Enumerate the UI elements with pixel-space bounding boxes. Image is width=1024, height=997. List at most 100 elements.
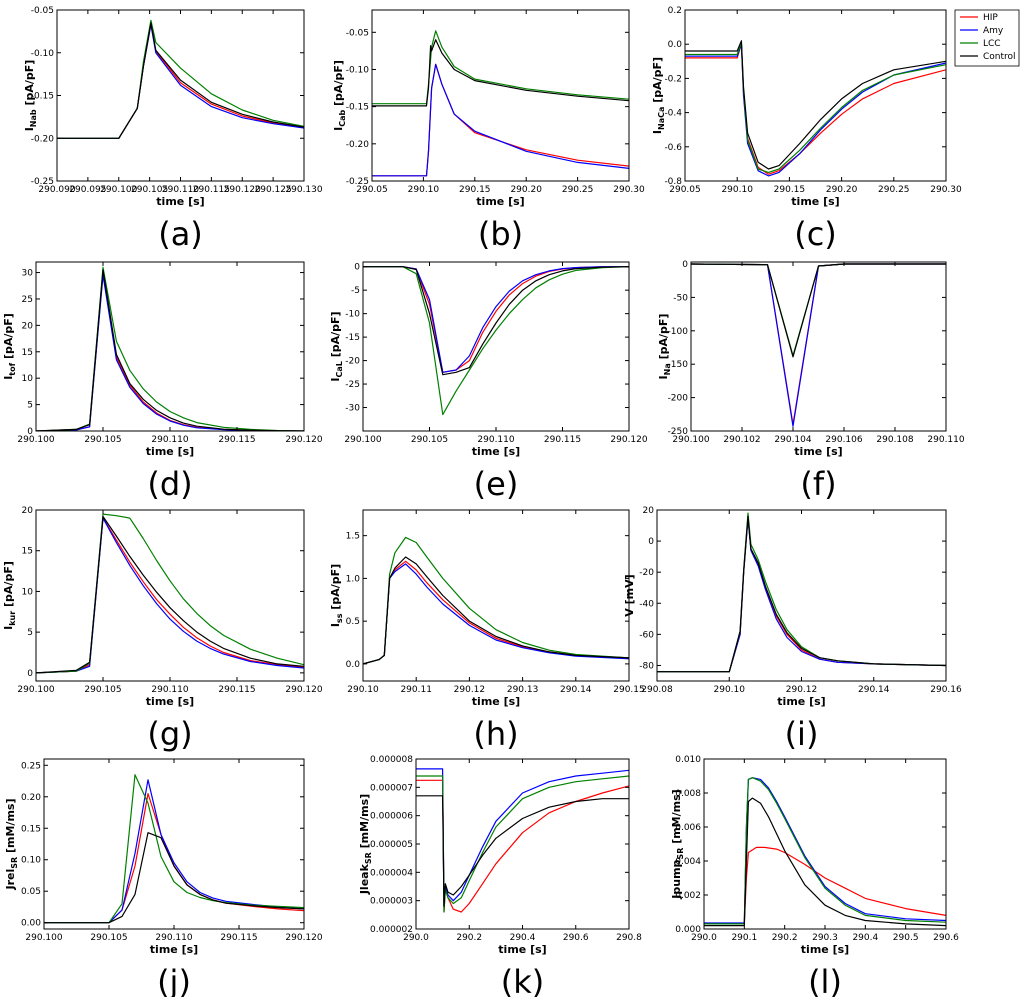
- y-axis-label-main: I: [651, 130, 664, 134]
- y-axis-label-unit: [pA/pF]: [2, 313, 15, 363]
- panel-label: (a): [158, 215, 203, 253]
- legend: HIP Amy LCC Control: [954, 9, 1020, 67]
- chart-panel-b: 290.05 290.10 290.15 290.20 290.25 290.30 -0.2…: [332, 9, 645, 253]
- y-axis-label-unit: [pA/pF]: [651, 57, 664, 107]
- x-tick-label: 290.25: [562, 185, 594, 195]
- y-axis-label-sub: Na: [663, 363, 672, 375]
- y-tick-label: -25: [345, 380, 360, 390]
- x-tick-label: 290.25: [878, 185, 910, 195]
- x-tick-label: 290.125: [255, 185, 292, 195]
- y-tick-label: 25: [22, 295, 33, 305]
- y-tick-label: -100: [668, 327, 689, 337]
- y-axis-label: Ikur [pA/pF]: [2, 561, 17, 630]
- y-tick-label: -250: [668, 427, 689, 437]
- x-axis-label: time [s]: [150, 943, 198, 956]
- y-axis-label-unit: [pA/pF]: [23, 60, 36, 110]
- y-tick-label: 5: [27, 628, 33, 638]
- series-line-hip: [685, 43, 946, 175]
- x-axis-label: time [s]: [476, 195, 524, 208]
- x-tick-label: 290.110: [927, 435, 964, 445]
- y-axis-label: JleakSR [mM/ms]: [358, 794, 373, 895]
- x-axis-label: time [s]: [146, 695, 194, 708]
- y-tick-label: 0.000: [675, 925, 701, 935]
- y-axis-label-unit: [mM/ms]: [4, 799, 17, 857]
- panel-label: (l): [808, 963, 842, 997]
- y-axis-label-main: Jrel: [4, 869, 17, 891]
- x-tick-label: 290.2: [772, 933, 798, 943]
- y-tick-label: -0.4: [664, 109, 682, 119]
- x-tick-label: 290.10: [714, 685, 746, 695]
- x-axis-label: time [s]: [498, 943, 546, 956]
- y-tick-label: 15: [22, 547, 33, 557]
- y-axis-label-sub: Cab: [338, 110, 347, 127]
- y-tick-label: 0.000006: [370, 812, 413, 822]
- x-tick-label: 290.3: [812, 933, 838, 943]
- x-axis-label: time [s]: [794, 445, 842, 458]
- series-line-control: [372, 39, 629, 107]
- y-tick-label: -5: [351, 286, 360, 296]
- legend-label-control: Control: [983, 52, 1016, 62]
- y-axis-label-main: V [mV]: [623, 574, 636, 616]
- y-tick-label: -15: [345, 333, 360, 343]
- y-tick-label: 0: [27, 669, 33, 679]
- y-axis-label-sub: SR: [364, 852, 373, 864]
- chart-panel-a: 290.090290.095290.100290.105290.110290.1…: [23, 6, 323, 253]
- series-line-control: [57, 22, 304, 139]
- x-axis-label: time [s]: [777, 695, 825, 708]
- panel-label: (i): [785, 715, 819, 753]
- x-tick-label: 290.30: [930, 185, 962, 195]
- y-axis-label-main: I: [329, 377, 342, 381]
- y-axis-label: JrelSR [mM/ms]: [4, 799, 19, 891]
- y-tick-label: 1.0: [346, 574, 361, 584]
- x-tick-label: 290.05: [356, 185, 388, 195]
- x-tick-label: 290.5: [893, 933, 919, 943]
- y-tick-label: 0: [648, 537, 654, 547]
- x-tick-label: 290.108: [876, 435, 913, 445]
- y-axis-label-main: I: [2, 626, 15, 630]
- y-tick-label: 20: [643, 506, 655, 516]
- y-tick-label: 0.000004: [370, 868, 413, 878]
- x-tick-label: 290.15: [459, 185, 491, 195]
- plot-frame: [35, 261, 305, 432]
- x-tick-label: 290.0: [691, 933, 717, 943]
- x-tick-label: 290.4: [852, 933, 878, 943]
- y-tick-label: 0.010: [675, 755, 701, 765]
- series-line-lcc: [704, 777, 946, 925]
- series-line-hip: [57, 23, 304, 139]
- y-axis-label: INab [pA/pF]: [23, 60, 38, 132]
- y-tick-label: 5: [27, 401, 33, 411]
- x-tick-label: 290.115: [220, 933, 257, 943]
- y-axis-label-main: Jleak: [358, 863, 371, 895]
- series-group: [363, 266, 629, 416]
- y-tick-label: -0.8: [664, 177, 682, 187]
- x-tick-label: 290.105: [84, 435, 121, 445]
- y-tick-label: 0.008: [675, 789, 701, 799]
- x-tick-label: 290.115: [218, 435, 255, 445]
- x-tick-label: 290.8: [616, 933, 642, 943]
- series-line-control: [691, 263, 946, 358]
- y-tick-label: -200: [668, 394, 689, 404]
- y-tick-label: -0.25: [346, 177, 369, 187]
- x-tick-label: 290.100: [17, 435, 54, 445]
- series-line-hip: [363, 266, 629, 373]
- x-axis-label: time [s]: [801, 943, 849, 956]
- series-line-hip: [36, 517, 304, 674]
- legend-label-lcc: LCC: [983, 39, 1001, 49]
- y-axis-label: JpumpSR [mM/ms]: [670, 789, 685, 899]
- y-tick-label: -0.15: [346, 103, 369, 113]
- x-tick-label: 290.110: [151, 685, 188, 695]
- y-tick-label: 0.0: [668, 40, 683, 50]
- x-tick-label: 290.14: [560, 685, 592, 695]
- y-tick-label: 0.002: [675, 891, 701, 901]
- plot-frame: [35, 509, 305, 682]
- x-tick-label: 290.095: [69, 185, 106, 195]
- plot-frame: [371, 9, 630, 182]
- y-axis-label-main: I: [2, 376, 15, 380]
- x-tick-label: 290.105: [90, 933, 127, 943]
- y-axis-label: ICab [pA/pF]: [332, 60, 347, 131]
- y-tick-label: -0.05: [346, 28, 369, 38]
- y-axis-label-main: I: [332, 127, 345, 131]
- y-axis-label-unit: [pA/pF]: [329, 311, 342, 361]
- y-tick-label: 0.15: [21, 824, 41, 834]
